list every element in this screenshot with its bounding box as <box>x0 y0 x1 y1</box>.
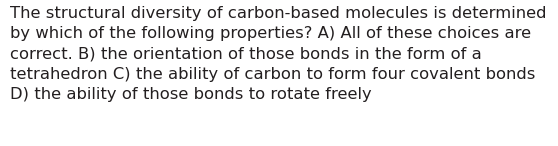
Text: The structural diversity of carbon-based molecules is determined
by which of the: The structural diversity of carbon-based… <box>10 6 546 102</box>
